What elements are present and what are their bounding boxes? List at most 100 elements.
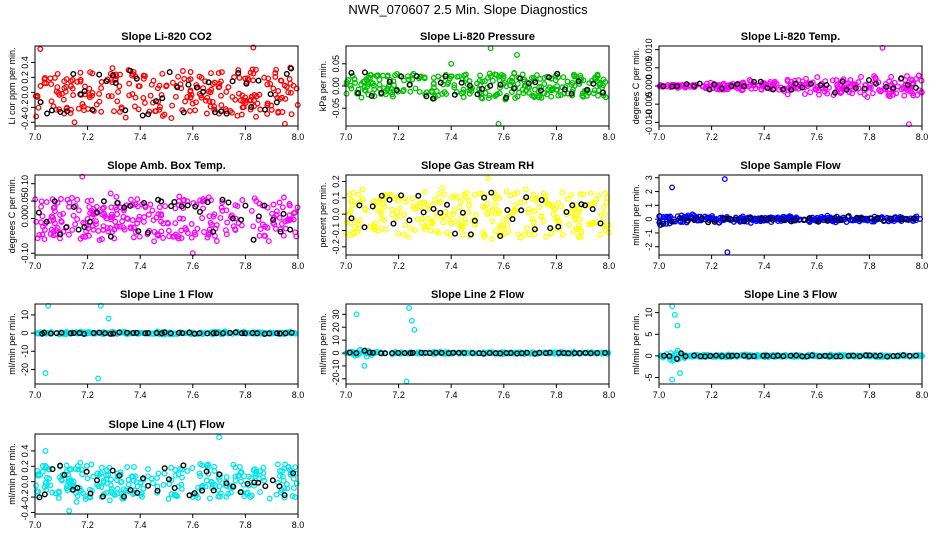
reference-point bbox=[133, 75, 140, 82]
data-point bbox=[656, 213, 663, 220]
data-point bbox=[251, 103, 257, 110]
x-tick-label: 7.8 bbox=[863, 390, 876, 400]
data-point bbox=[580, 191, 587, 198]
reference-point bbox=[407, 350, 414, 357]
data-point bbox=[115, 88, 122, 95]
data-point bbox=[75, 466, 82, 473]
data-point bbox=[80, 103, 87, 110]
y-tick-label: -0.2 bbox=[331, 239, 341, 255]
data-point bbox=[915, 72, 922, 79]
reference-point bbox=[144, 229, 151, 236]
data-point bbox=[915, 352, 922, 359]
reference-point bbox=[718, 85, 725, 92]
data-point bbox=[198, 94, 205, 101]
x-tick-label: 7.2 bbox=[705, 132, 718, 142]
data-point bbox=[121, 207, 127, 214]
data-point bbox=[211, 463, 218, 470]
data-point bbox=[72, 466, 79, 472]
reference-point bbox=[815, 218, 822, 225]
data-point bbox=[154, 85, 161, 92]
y-tick-label: -0.010 bbox=[644, 110, 654, 136]
data-point bbox=[451, 193, 458, 200]
reference-point bbox=[130, 330, 137, 337]
y-tick-label: 0.2 bbox=[331, 175, 341, 188]
x-axis: 7.0 7.2 7.4 7.6 7.8 8.0 bbox=[29, 384, 304, 400]
data-point bbox=[523, 225, 530, 232]
data-point bbox=[60, 96, 67, 103]
reference-point bbox=[158, 330, 165, 337]
data-point bbox=[394, 70, 400, 77]
y-axis-label: ml/min per min. bbox=[631, 313, 641, 375]
data-point bbox=[291, 209, 298, 216]
reference-point bbox=[167, 330, 174, 337]
y-tick-label: 2 bbox=[644, 189, 654, 194]
data-point bbox=[187, 107, 193, 114]
data-point bbox=[95, 228, 102, 234]
data-point bbox=[602, 190, 609, 197]
data-point bbox=[156, 204, 163, 211]
data-point bbox=[571, 73, 578, 80]
data-point bbox=[748, 85, 755, 92]
reference-point bbox=[884, 353, 891, 360]
data-point bbox=[472, 220, 478, 227]
data-point bbox=[257, 106, 264, 113]
reference-point bbox=[87, 490, 94, 497]
reference-point bbox=[691, 352, 698, 359]
reference-point bbox=[826, 353, 833, 360]
outlier-point bbox=[95, 375, 102, 382]
x-tick-label: 7.2 bbox=[81, 390, 94, 400]
data-point bbox=[120, 224, 127, 231]
data-point bbox=[597, 80, 604, 86]
data-point bbox=[460, 231, 467, 238]
data-point bbox=[590, 220, 597, 226]
data-point bbox=[526, 89, 532, 96]
reference-point bbox=[96, 329, 103, 336]
reference-point bbox=[255, 479, 262, 486]
reference-point bbox=[57, 108, 64, 115]
x-axis: 7.0 7.2 7.4 7.6 7.8 8.0 bbox=[340, 126, 615, 142]
reference-point bbox=[69, 486, 76, 493]
data-point bbox=[140, 94, 147, 101]
data-point bbox=[568, 81, 575, 88]
data-point bbox=[114, 211, 120, 218]
data-point bbox=[368, 72, 374, 78]
reference-point bbox=[843, 86, 850, 93]
reference-point bbox=[346, 349, 353, 356]
data-point bbox=[603, 199, 610, 206]
data-point bbox=[427, 227, 434, 234]
data-point bbox=[201, 229, 207, 235]
data-point bbox=[284, 485, 291, 492]
data-point bbox=[356, 351, 363, 357]
y-axis-label: Li cor ppm per min. bbox=[7, 47, 17, 124]
x-tick-label: 7.8 bbox=[550, 261, 563, 271]
data-point bbox=[96, 237, 103, 244]
data-point bbox=[232, 202, 239, 209]
data-point bbox=[108, 211, 115, 218]
data-point bbox=[37, 471, 44, 478]
panel-title: Slope Line 3 Flow bbox=[744, 289, 837, 301]
data-point bbox=[134, 196, 141, 203]
data-point bbox=[58, 219, 65, 225]
data-point bbox=[242, 94, 249, 101]
data-point bbox=[173, 492, 180, 499]
data-point bbox=[101, 210, 107, 217]
x-tick-label: 8.0 bbox=[916, 390, 929, 400]
data-point bbox=[791, 77, 798, 84]
data-point bbox=[276, 467, 283, 474]
reference-point bbox=[127, 487, 134, 494]
x-tick-label: 7.0 bbox=[29, 390, 42, 400]
reference-point bbox=[409, 349, 416, 356]
data-point bbox=[178, 481, 185, 488]
x-tick-label: 8.0 bbox=[603, 390, 616, 400]
panel-5: Slope Gas Stream RH 7.0 7.2 7.4 7.6 7.8 8.0 -0.… bbox=[318, 160, 615, 271]
reference-point bbox=[282, 330, 289, 337]
data-point bbox=[218, 204, 225, 211]
reference-point bbox=[184, 202, 191, 209]
reference-point bbox=[537, 87, 544, 94]
outlier-point bbox=[669, 303, 676, 310]
data-point bbox=[248, 475, 254, 482]
reference-point bbox=[511, 85, 518, 92]
data-point bbox=[530, 93, 537, 100]
data-points bbox=[657, 303, 925, 383]
